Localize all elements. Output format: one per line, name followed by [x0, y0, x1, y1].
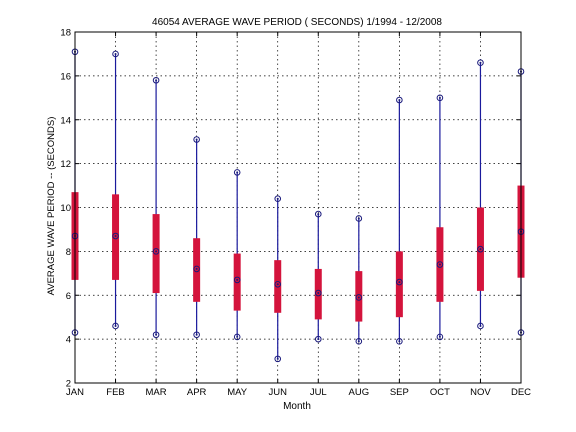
box-feb	[112, 194, 120, 280]
box-jul	[314, 268, 322, 320]
max-marker-oct	[436, 94, 444, 102]
min-marker-may	[233, 333, 241, 341]
median-marker-apr	[193, 265, 200, 273]
x-axis-label: Month	[283, 401, 311, 412]
y-tick-label: 2	[66, 379, 71, 390]
tick-labels: 2 4 6 8 10 12 14 16 18 JAN FEB MAR APR MAY JUN JUL AUG SE…	[60, 28, 531, 399]
min-marker-sep	[396, 338, 403, 345]
median-marker-feb	[112, 232, 119, 240]
min-dot-jun	[276, 357, 279, 360]
x-tick-label: FEB	[106, 387, 124, 398]
min-marker-aug	[355, 338, 363, 345]
x-tick-label: DEC	[511, 387, 531, 398]
box-sep	[395, 251, 403, 318]
box-apr	[193, 238, 201, 302]
median-dot-nov	[479, 248, 482, 251]
median-marker-oct	[436, 261, 444, 268]
min-marker-jul	[314, 335, 322, 343]
max-dot-nov	[479, 61, 482, 64]
x-tick-label: SEP	[390, 387, 409, 398]
median-marker-mar	[152, 248, 160, 255]
y-tick-label: 4	[66, 335, 71, 346]
max-dot-apr	[195, 138, 198, 141]
x-tick-label: JUL	[310, 387, 327, 398]
median-marker-nov	[477, 245, 484, 253]
y-tick-label: 6	[66, 291, 71, 302]
min-dot-sep	[398, 340, 401, 343]
x-tick-label: AUG	[349, 387, 370, 398]
median-dot-jul	[317, 292, 320, 295]
median-dot-mar	[155, 250, 158, 253]
min-marker-nov	[477, 322, 484, 330]
box-aug	[355, 271, 363, 322]
median-dot-sep	[398, 281, 401, 284]
max-marker-jun	[274, 195, 282, 203]
y-tick-label: 12	[60, 159, 71, 170]
median-marker-jun	[274, 280, 282, 288]
box-mar	[152, 214, 160, 294]
max-dot-aug	[357, 217, 360, 220]
min-dot-mar	[155, 333, 158, 336]
max-marker-feb	[112, 50, 119, 58]
median-marker-may	[233, 276, 241, 284]
median-dot-feb	[114, 235, 117, 238]
grid-lines	[74, 31, 522, 384]
chart-title: 46054 AVERAGE WAVE PERIOD ( SECONDS) 1/1…	[152, 17, 442, 28]
plot-frame	[74, 31, 522, 384]
x-tick-label: JAN	[66, 387, 84, 398]
min-dot-feb	[114, 324, 117, 327]
x-tick-label: NOV	[470, 387, 491, 398]
plot-marks	[71, 48, 525, 363]
y-tick-label: 10	[60, 203, 71, 214]
y-tick-label: 16	[60, 71, 71, 82]
min-marker-jun	[274, 355, 282, 363]
median-dot-may	[236, 278, 239, 281]
median-marker-sep	[396, 278, 403, 286]
box-may	[233, 253, 241, 311]
median-dot-aug	[357, 296, 360, 299]
x-tick-label: OCT	[430, 387, 450, 398]
median-dot-oct	[438, 263, 441, 266]
max-marker-aug	[355, 215, 363, 222]
median-dot-jun	[276, 283, 279, 286]
max-marker-jul	[314, 210, 322, 218]
min-dot-aug	[357, 340, 360, 343]
median-dot-apr	[195, 267, 198, 270]
max-dot-mar	[155, 79, 158, 82]
x-tick-label: JUN	[268, 387, 287, 398]
min-dot-jul	[317, 338, 320, 341]
max-dot-feb	[114, 52, 117, 55]
median-marker-jul	[314, 289, 322, 297]
median-marker-aug	[355, 294, 363, 301]
max-dot-sep	[398, 99, 401, 102]
min-dot-nov	[479, 324, 482, 327]
y-tick-label: 8	[66, 247, 71, 258]
max-marker-apr	[193, 136, 200, 143]
box-jun	[274, 260, 282, 313]
max-dot-oct	[438, 96, 441, 99]
min-dot-oct	[438, 335, 441, 338]
max-dot-jul	[317, 213, 320, 216]
min-marker-feb	[112, 322, 119, 330]
x-tick-label: MAR	[146, 387, 167, 398]
min-marker-oct	[436, 333, 444, 341]
max-dot-jun	[276, 197, 279, 200]
y-tick-label: 18	[60, 28, 71, 39]
max-marker-sep	[396, 96, 403, 104]
min-marker-apr	[193, 331, 200, 339]
x-tick-label: APR	[187, 387, 207, 398]
y-axis-label: AVERAGE WAVE PERIOD -- (SECONDS)	[46, 117, 57, 296]
max-dot-may	[236, 171, 239, 174]
x-tick-label: MAY	[227, 387, 248, 398]
max-marker-mar	[152, 76, 160, 84]
y-tick-label: 14	[60, 115, 71, 126]
max-marker-may	[233, 169, 241, 176]
min-dot-apr	[195, 333, 198, 336]
max-marker-nov	[477, 59, 484, 67]
min-dot-may	[236, 335, 239, 338]
min-marker-mar	[152, 331, 160, 339]
